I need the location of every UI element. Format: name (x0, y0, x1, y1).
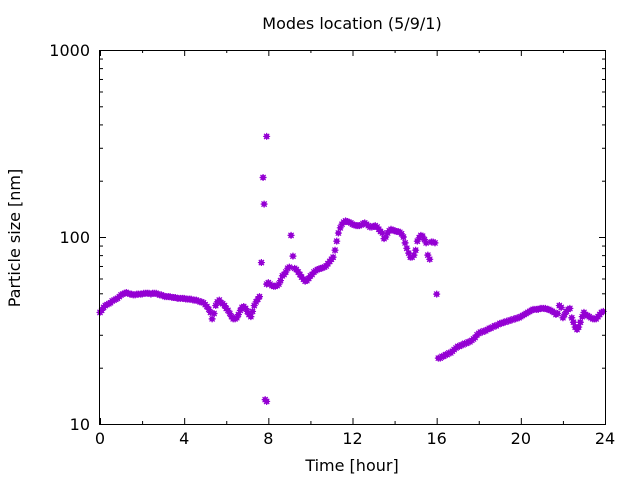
x-tick-label: 4 (179, 429, 189, 448)
data-point (412, 246, 420, 254)
data-point (249, 307, 257, 315)
data-point (554, 309, 562, 317)
data-point (599, 307, 607, 315)
data-point (210, 309, 218, 317)
data-point (329, 253, 337, 261)
y-tick-label: 1000 (49, 41, 90, 60)
y-tick-label: 10 (70, 415, 90, 434)
data-point (331, 246, 339, 254)
data-point (208, 315, 216, 323)
data-point (403, 244, 411, 252)
data-point (287, 231, 295, 239)
data-point (333, 237, 341, 245)
data-points (96, 132, 607, 405)
data-point (422, 239, 430, 247)
data-point (401, 239, 409, 247)
x-tick-label: 8 (263, 429, 273, 448)
y-axis-label: Particle size [nm] (5, 169, 24, 308)
data-point (410, 251, 418, 259)
data-point (399, 233, 407, 241)
data-point (433, 290, 441, 298)
data-point (255, 293, 263, 301)
data-point (431, 239, 439, 247)
x-axis-label: Time [hour] (304, 456, 398, 475)
data-point (263, 132, 271, 140)
x-tick-label: 12 (342, 429, 362, 448)
data-point (259, 174, 267, 182)
data-point (576, 318, 584, 326)
data-point (566, 304, 574, 312)
plot-frame (99, 50, 606, 425)
data-point (289, 252, 297, 260)
data-point (285, 263, 293, 271)
data-point (257, 259, 265, 267)
data-point (260, 200, 268, 208)
y-tick-label: 100 (59, 228, 90, 247)
chart-title: Modes location (5/9/1) (262, 14, 441, 33)
x-tick-label: 0 (95, 429, 105, 448)
x-tick-label: 20 (511, 429, 531, 448)
data-point (334, 229, 342, 237)
data-point (426, 255, 434, 263)
data-point (263, 397, 271, 405)
x-tick-label: 16 (426, 429, 446, 448)
x-tick-label: 24 (595, 429, 615, 448)
data-point (247, 313, 255, 321)
axes: 0 4 8 12 16 20 24 10 100 1000 (49, 41, 615, 448)
data-point (557, 303, 565, 311)
